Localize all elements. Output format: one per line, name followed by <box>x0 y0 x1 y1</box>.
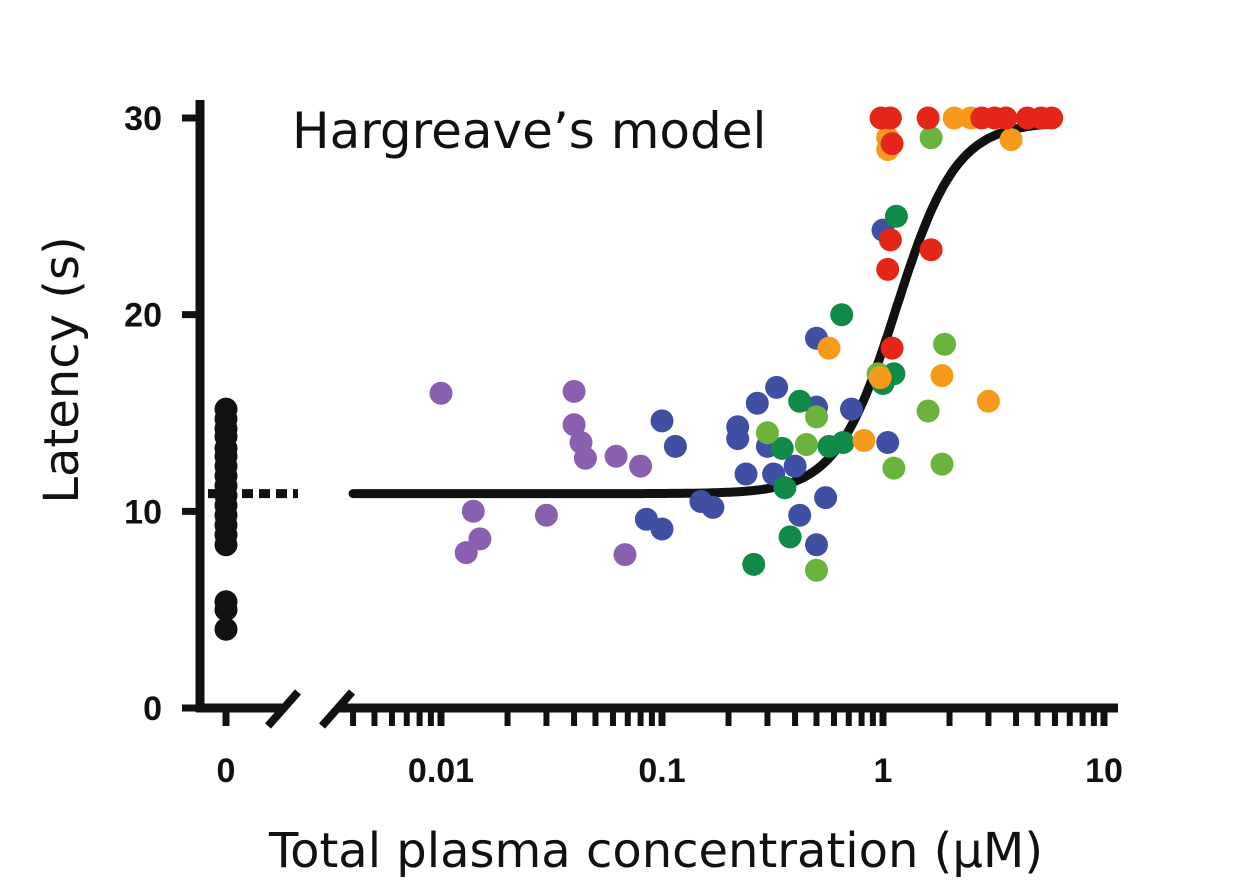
data-point <box>534 503 558 527</box>
data-points-layer <box>214 106 1064 641</box>
chart-title: Hargreave’s model <box>292 102 766 160</box>
data-point <box>755 421 779 445</box>
data-point <box>745 391 769 415</box>
data-point <box>999 128 1023 152</box>
data-point <box>882 456 906 480</box>
chart-axes: 0 10 20 30 0 0.01 0.1 1 10 <box>124 100 1123 790</box>
data-point <box>214 598 238 622</box>
x-tick-label: 0 <box>217 752 236 790</box>
data-point <box>663 434 687 458</box>
data-point <box>629 454 653 478</box>
data-point <box>976 389 1000 413</box>
data-point <box>778 525 802 549</box>
data-point <box>880 336 904 360</box>
data-point <box>573 446 597 470</box>
y-tick-label: 0 <box>143 690 162 728</box>
data-point <box>831 431 855 454</box>
data-point <box>734 462 758 486</box>
data-point <box>1040 106 1064 130</box>
axis-break-mark <box>265 689 301 729</box>
fit-curve-layer <box>208 119 1060 499</box>
data-point <box>942 106 966 130</box>
data-point <box>805 533 828 557</box>
data-point <box>468 527 492 551</box>
x-tick-label: 10 <box>1085 752 1123 790</box>
y-tick-label: 10 <box>124 493 162 531</box>
data-point <box>919 238 943 262</box>
data-point <box>880 132 904 156</box>
data-point <box>650 409 674 433</box>
y-axis-title: Latency (s) <box>34 236 90 503</box>
x-axis-title: Total plasma concentration (µM) <box>268 823 1043 879</box>
x-tick-label: 0.1 <box>638 752 685 790</box>
data-point <box>214 533 238 557</box>
data-point <box>604 444 628 468</box>
x-tick-label: 0.01 <box>408 752 474 790</box>
data-point <box>916 399 940 423</box>
data-point <box>916 106 940 130</box>
data-point <box>765 375 789 399</box>
data-point <box>783 454 807 478</box>
data-point <box>878 228 902 252</box>
data-point <box>805 405 828 429</box>
data-point <box>788 503 812 527</box>
data-point <box>214 617 238 641</box>
data-point <box>613 543 637 567</box>
data-point <box>830 303 854 327</box>
fit-curve <box>348 119 1060 499</box>
data-point <box>840 397 863 421</box>
data-point <box>884 204 908 228</box>
data-point <box>876 431 900 454</box>
data-point <box>933 332 957 356</box>
data-point <box>876 257 900 281</box>
data-point <box>461 499 485 523</box>
data-point <box>770 436 794 460</box>
data-point <box>788 389 812 413</box>
data-point <box>878 106 902 130</box>
data-point <box>794 433 818 456</box>
axis-break-mark <box>319 689 355 729</box>
data-point <box>773 476 797 500</box>
data-point <box>814 486 838 510</box>
data-point <box>562 413 586 437</box>
data-point <box>805 558 828 582</box>
data-point <box>994 106 1018 130</box>
data-point <box>742 552 766 576</box>
y-tick-label: 30 <box>124 100 162 138</box>
x-tick-label: 1 <box>874 752 893 790</box>
data-point <box>868 366 892 390</box>
data-point <box>930 364 954 388</box>
data-point <box>650 517 674 541</box>
data-point <box>919 126 943 150</box>
data-point <box>726 427 750 451</box>
data-point <box>562 379 586 403</box>
data-point <box>930 452 954 476</box>
data-point <box>817 336 841 360</box>
data-point <box>429 381 453 405</box>
y-tick-label: 20 <box>124 297 162 335</box>
data-point <box>852 429 876 452</box>
data-point <box>701 495 725 519</box>
